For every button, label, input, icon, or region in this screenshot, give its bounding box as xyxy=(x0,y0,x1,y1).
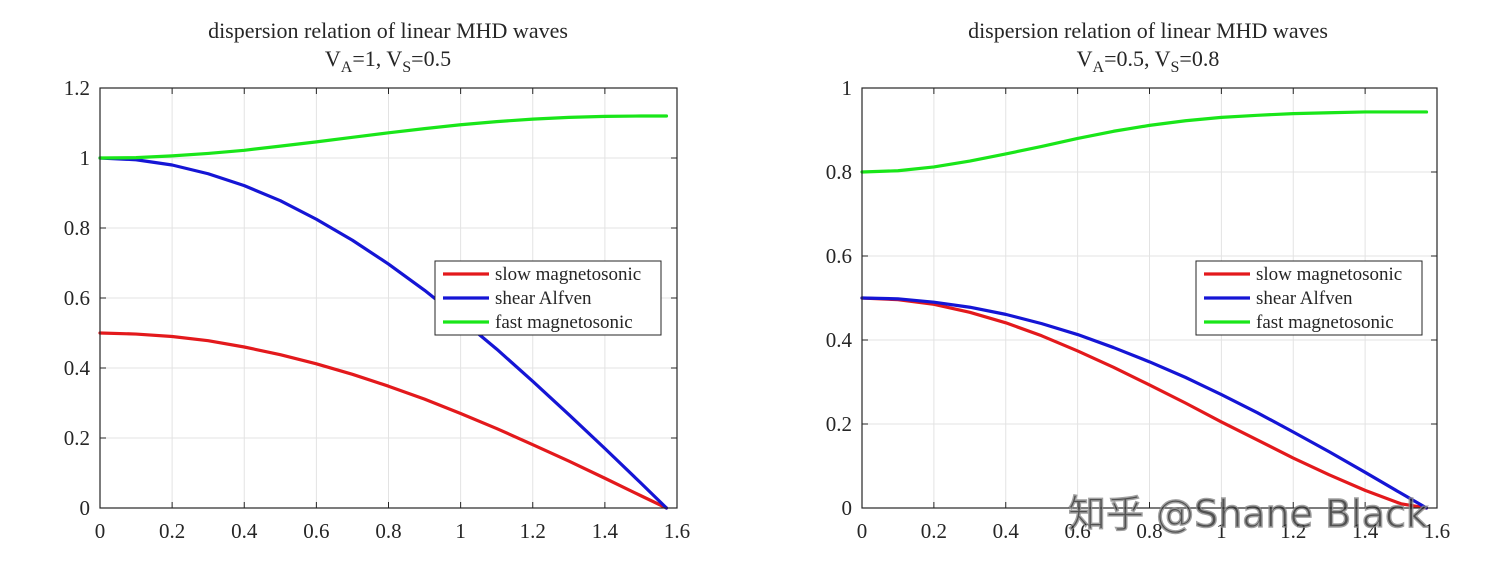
chart-left-ytick-label: 0 xyxy=(80,496,91,520)
chart-right-legend: slow magnetosonic shear Alfven fast magnet… xyxy=(1195,260,1423,336)
chart-right-series-fast-magnetosonic-line xyxy=(860,110,1429,174)
chart-right-xtick-label: 1.6 xyxy=(1424,519,1450,543)
chart-right-xtick-label: 1.4 xyxy=(1352,519,1379,543)
chart-left-ytick-label: 1 xyxy=(80,146,91,170)
chart-left-series-fast-magnetosonic-line xyxy=(98,114,669,160)
chart-left-xtick-label: 1.4 xyxy=(592,519,619,543)
chart-right-legend-label-slow-magnetosonic: slow magnetosonic xyxy=(1256,264,1402,285)
chart-right-title: dispersion relation of linear MHD waves xyxy=(968,18,1328,43)
chart-right-xtick-label: 1.2 xyxy=(1280,519,1306,543)
chart-right-xtick-label: 0.4 xyxy=(993,519,1020,543)
chart-right-ytick-label: 0.6 xyxy=(826,244,852,268)
chart-right: dispersion relation of linear MHD waves … xyxy=(826,18,1450,543)
chart-left-title: dispersion relation of linear MHD waves xyxy=(208,18,568,43)
chart-left-ytick-label: 0.6 xyxy=(64,286,90,310)
chart-left-legend-label-fast-magnetosonic: fast magnetosonic xyxy=(495,312,633,333)
chart-left-series-shear-alfven-line xyxy=(98,156,669,510)
chart-left-legend-label-shear-alfven: shear Alfven xyxy=(495,288,592,309)
chart-left-xtick-label: 1.6 xyxy=(664,519,690,543)
chart-right-xtick-label: 0.2 xyxy=(921,519,947,543)
chart-left-xtick-label: 0.2 xyxy=(159,519,185,543)
chart-left-xtick-label: 1.2 xyxy=(520,519,546,543)
chart-left-xtick-label: 0.8 xyxy=(375,519,401,543)
chart-left-subtitle: VA=1, VS=0.5 xyxy=(325,46,451,76)
chart-left-series-slow-magnetosonic-line xyxy=(98,331,669,510)
chart-right-ytick-label: 0.4 xyxy=(826,328,853,352)
chart-right-legend-label-fast-magnetosonic: fast magnetosonic xyxy=(1256,312,1394,333)
chart-left-xtick-label: 0.6 xyxy=(303,519,329,543)
chart-left-xtick-label: 1 xyxy=(455,519,466,543)
chart-right-ytick-label: 0.2 xyxy=(826,412,852,436)
watermark-text: 知乎 @Shane Black xyxy=(1068,492,1428,536)
chart-left: dispersion relation of linear MHD waves … xyxy=(64,18,690,543)
chart-left-ytick-label: 0.4 xyxy=(64,356,91,380)
chart-right-plot-area: 0 0.2 0.4 0.6 0.8 1 1.2 1.4 1.6 0 0.2 0.4 0.6 0.8 1 xyxy=(826,76,1450,543)
chart-right-legend-label-shear-alfven: shear Alfven xyxy=(1256,288,1353,309)
chart-left-axes-box xyxy=(99,87,678,509)
chart-right-ytick-label: 0 xyxy=(842,496,853,520)
chart-right-axes-box xyxy=(861,87,1438,509)
chart-right-xtick-label: 1 xyxy=(1216,519,1227,543)
chart-right-xtick-label: 0 xyxy=(857,519,868,543)
chart-left-xtick-label: 0.4 xyxy=(231,519,258,543)
chart-left-ytick-label: 1.2 xyxy=(64,76,90,100)
chart-left-ytick-label: 0.8 xyxy=(64,216,90,240)
chart-right-series-shear-alfven-line xyxy=(860,296,1429,510)
chart-left-xtick-label: 0 xyxy=(95,519,106,543)
chart-right-xtick-label: 0.8 xyxy=(1136,519,1162,543)
chart-right-subtitle: VA=0.5, VS=0.8 xyxy=(1077,46,1220,76)
chart-right-ytick-label: 0.8 xyxy=(826,160,852,184)
chart-left-legend-label-slow-magnetosonic: slow magnetosonic xyxy=(495,264,641,285)
chart-left-legend: slow magnetosonic shear Alfven fast magnet… xyxy=(434,260,662,336)
chart-left-ytick-label: 0.2 xyxy=(64,426,90,450)
chart-right-series-slow-magnetosonic-line xyxy=(860,296,1429,510)
chart-right-ytick-label: 1 xyxy=(842,76,853,100)
chart-right-xtick-label: 0.6 xyxy=(1065,519,1091,543)
